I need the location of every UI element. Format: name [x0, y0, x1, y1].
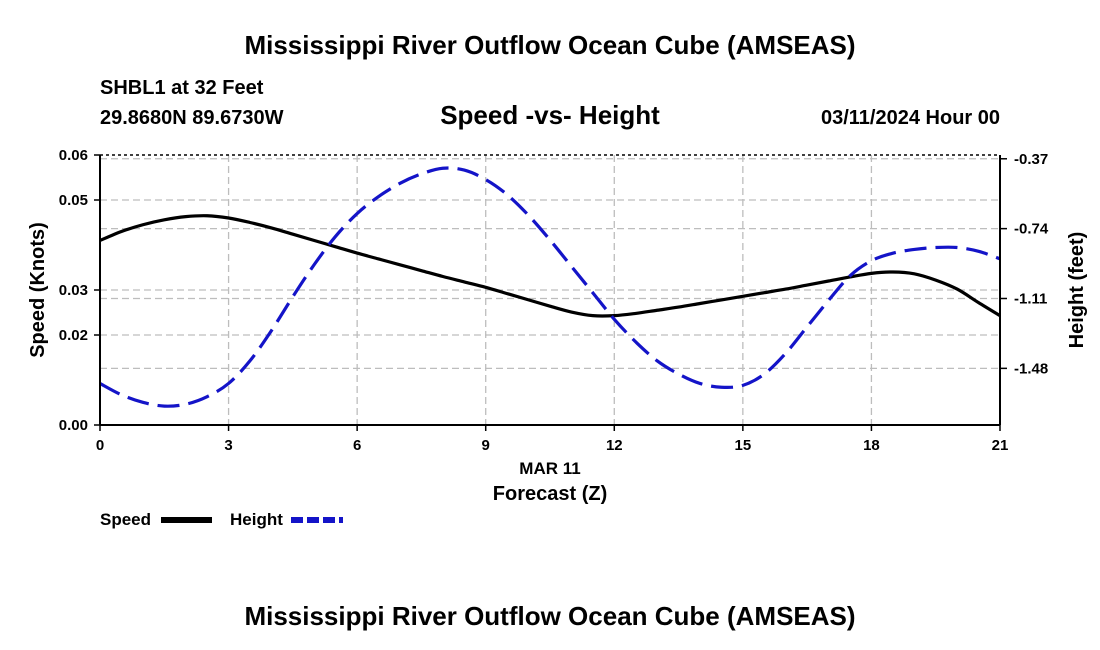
y-axis-label: Speed (Knots)	[27, 222, 49, 358]
x-tick-label: 12	[606, 437, 623, 454]
y-tick-label: 0.02	[59, 327, 88, 344]
x-tick-label: 21	[992, 437, 1009, 454]
y-tick-label: 0.00	[59, 417, 88, 434]
y2-tick-label: -1.11	[1014, 290, 1047, 307]
x-tick-label: 0	[96, 437, 104, 454]
x-tick-label: 3	[224, 437, 232, 454]
y-tick-label: 0.06	[59, 147, 88, 164]
x-tick-label: 18	[863, 437, 880, 454]
y-tick-label: 0.05	[59, 192, 88, 209]
chart-subtitle: Speed -vs- Height	[440, 100, 660, 130]
x-tick-label: 9	[482, 437, 490, 454]
x-axis: 0 3 6 9 12 15 18 21	[96, 425, 1009, 454]
x-tick-label: 15	[735, 437, 752, 454]
y-axis-right: -0.37 -0.74 -1.11 -1.48	[1000, 151, 1049, 377]
grid	[100, 155, 1000, 425]
y-axis-left: 0.00 0.02 0.03 0.05 0.06	[59, 147, 100, 434]
datetime-label: 03/11/2024 Hour 00	[821, 107, 1000, 129]
location-label: 29.8680N 89.6730W	[100, 107, 284, 129]
station-label: SHBL1 at 32 Feet	[100, 77, 264, 99]
y2-tick-label: -0.37	[1014, 151, 1048, 168]
y2-axis-label: Height (feet)	[1066, 232, 1088, 349]
series-line-speed	[99, 214, 1001, 318]
x-axis-label: Forecast (Z)	[493, 483, 607, 505]
y2-tick-label: -0.74	[1014, 221, 1049, 238]
footer-title: Mississippi River Outflow Ocean Cube (AM…	[244, 601, 855, 631]
x-date-label: MAR 11	[519, 459, 580, 478]
chart-title: Mississippi River Outflow Ocean Cube (AM…	[244, 30, 855, 60]
y2-tick-label: -1.48	[1014, 360, 1048, 377]
series-layer	[99, 166, 1001, 408]
series-line-height	[99, 166, 1001, 408]
legend-label-speed: Speed	[100, 510, 151, 529]
legend: Speed Height	[100, 510, 343, 529]
y-tick-label: 0.03	[59, 282, 88, 299]
x-tick-label: 6	[353, 437, 361, 454]
legend-label-height: Height	[230, 510, 283, 529]
